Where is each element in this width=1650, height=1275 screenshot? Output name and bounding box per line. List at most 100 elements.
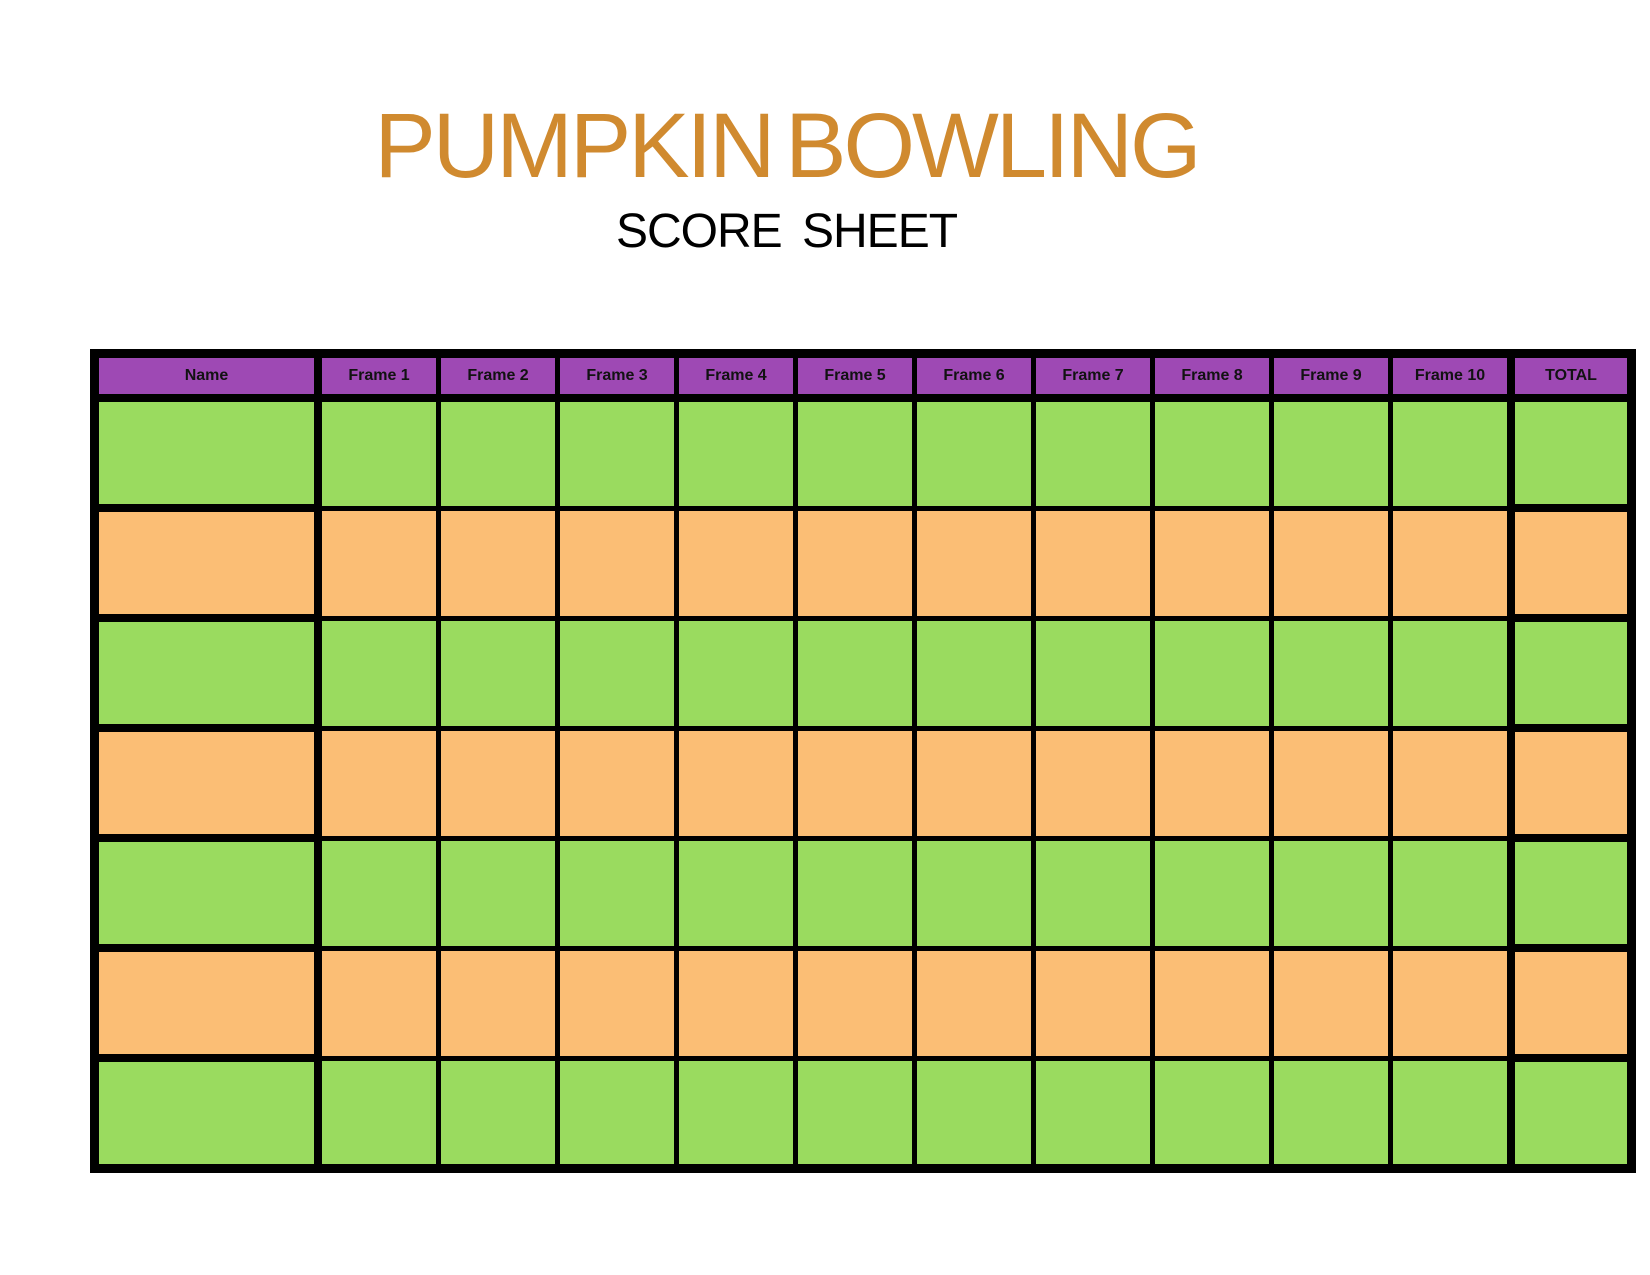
column-header-frame-3: Frame 3 [555,349,679,402]
frame-score-cell [1269,835,1393,951]
player-row-4 [90,724,1636,842]
frame-score-cell [1388,505,1514,621]
frame-score-cell [1031,615,1155,731]
frame-score-cell [793,835,917,951]
frame-score-cell [1031,395,1155,511]
column-header-frame-6: Frame 6 [912,349,1036,402]
player-row-1 [90,394,1636,512]
frame-score-cell [555,945,679,1061]
frame-score-cell [1269,615,1393,731]
frame-score-cell [793,395,917,511]
frame-score-cell [674,835,798,951]
frame-score-cell [674,395,798,511]
frame-score-cell [436,1055,560,1173]
frame-score-cell [912,725,1036,841]
total-score-cell [1507,1054,1636,1173]
frame-score-cell [912,395,1036,511]
frame-score-cell [1031,505,1155,621]
frame-score-cell [793,615,917,731]
frame-score-cell [674,725,798,841]
frame-score-cell [1388,725,1514,841]
frame-score-cell [555,505,679,621]
column-header-frame-10: Frame 10 [1388,349,1514,402]
column-header-frame-4: Frame 4 [674,349,798,402]
column-header-frame-8: Frame 8 [1150,349,1274,402]
frame-score-cell [555,835,679,951]
frame-score-cell [315,505,441,621]
frame-score-cell [912,835,1036,951]
frame-score-cell [1388,945,1514,1061]
player-name-cell [90,944,322,1062]
frame-score-cell [436,395,560,511]
column-header-frame-1: Frame 1 [315,349,441,402]
frame-score-cell [1150,615,1274,731]
frame-score-cell [1388,615,1514,731]
frame-score-cell [912,945,1036,1061]
frame-score-cell [1150,395,1274,511]
frame-score-cell [1150,505,1274,621]
frame-score-cell [674,945,798,1061]
player-row-6 [90,944,1636,1062]
frame-score-cell [1031,1055,1155,1173]
total-score-cell [1507,394,1636,512]
page-subtitle: SCORE SHEET [615,205,958,258]
frame-score-cell [1269,1055,1393,1173]
frame-score-cell [1388,395,1514,511]
frame-score-cell [436,835,560,951]
frame-score-cell [315,835,441,951]
frame-score-cell [1388,1055,1514,1173]
column-header-total: TOTAL [1507,349,1636,402]
player-row-2 [90,504,1636,622]
player-name-cell [90,724,322,842]
column-header-name: Name [90,349,322,402]
title-block: PUMPKIN BOWLING SCORE SHEET [0,100,1573,256]
page-title: PUMPKIN BOWLING [374,95,1201,197]
player-row-5 [90,834,1636,952]
player-name-cell [90,504,322,622]
frame-score-cell [793,1055,917,1173]
frame-score-cell [555,725,679,841]
frame-score-cell [1388,835,1514,951]
frame-score-cell [436,615,560,731]
total-score-cell [1507,614,1636,732]
frame-score-cell [1150,725,1274,841]
total-score-cell [1507,944,1636,1062]
frame-score-cell [555,1055,679,1173]
player-name-cell [90,1054,322,1173]
frame-score-cell [315,615,441,731]
total-score-cell [1507,504,1636,622]
player-name-cell [90,614,322,732]
column-header-frame-7: Frame 7 [1031,349,1155,402]
frame-score-cell [793,945,917,1061]
frame-score-cell [315,945,441,1061]
frame-score-cell [1269,945,1393,1061]
frame-score-cell [1150,1055,1274,1173]
frame-score-cell [793,505,917,621]
frame-score-cell [1269,725,1393,841]
frame-score-cell [1031,725,1155,841]
frame-score-cell [436,505,560,621]
frame-score-cell [315,1055,441,1173]
frame-score-cell [315,725,441,841]
column-header-frame-2: Frame 2 [436,349,560,402]
frame-score-cell [436,725,560,841]
frame-score-cell [793,725,917,841]
frame-score-cell [674,615,798,731]
frame-score-cell [436,945,560,1061]
column-header-frame-9: Frame 9 [1269,349,1393,402]
frame-score-cell [1031,945,1155,1061]
total-score-cell [1507,724,1636,842]
total-score-cell [1507,834,1636,952]
frame-score-cell [315,395,441,511]
frame-score-cell [555,395,679,511]
column-header-frame-5: Frame 5 [793,349,917,402]
frame-score-cell [1150,945,1274,1061]
frame-score-cell [1269,395,1393,511]
player-name-cell [90,834,322,952]
frame-score-cell [555,615,679,731]
frame-score-cell [912,615,1036,731]
player-name-cell [90,394,322,512]
frame-score-cell [1150,835,1274,951]
